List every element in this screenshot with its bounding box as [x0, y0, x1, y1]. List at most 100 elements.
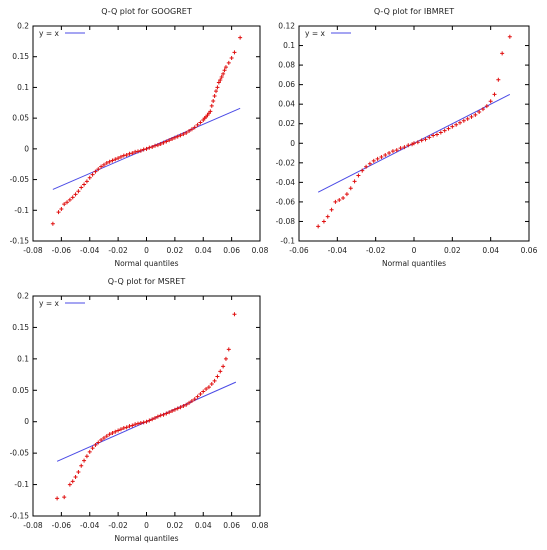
- qq-point: [394, 148, 399, 153]
- y-tick-label: 0.08: [278, 61, 295, 70]
- qq-point: [232, 312, 237, 317]
- qq-point: [352, 179, 357, 184]
- qq-point: [458, 120, 462, 125]
- qq-point: [55, 496, 60, 501]
- qq-point: [133, 149, 138, 154]
- qq-point: [412, 141, 416, 146]
- legend-label: y = x: [305, 29, 325, 38]
- qq-point: [446, 126, 451, 131]
- qq-point: [214, 89, 219, 94]
- qq-point: [215, 85, 220, 90]
- qq-point: [82, 458, 87, 463]
- qq-point: [110, 158, 115, 163]
- qq-points: [316, 34, 512, 229]
- x-tick-label: -0.04: [80, 521, 100, 530]
- qq-point: [67, 482, 72, 487]
- qq-point: [158, 141, 163, 146]
- qq-panel-1: Q-Q plot for IBMRET -0.06 -0.04 -0.02 0 0.02 0…: [276, 7, 538, 268]
- qq-point: [133, 422, 138, 427]
- qq-point: [192, 397, 197, 402]
- qq-point: [221, 364, 226, 369]
- x-tick-label: -0.06: [52, 246, 72, 255]
- qq-point: [170, 137, 175, 142]
- qq-point: [212, 378, 217, 383]
- qq-point: [488, 99, 493, 104]
- qq-point: [423, 137, 428, 142]
- qq-point: [181, 404, 186, 408]
- qq-point: [96, 167, 101, 172]
- qq-point: [209, 103, 214, 108]
- qq-point: [104, 160, 109, 165]
- y-tick-label: -0.1: [14, 480, 29, 489]
- x-tick-label: -0.06: [52, 521, 72, 530]
- qq-point: [118, 427, 123, 432]
- x-tick-label: 0.02: [167, 246, 184, 255]
- x-tick-label: -0.08: [23, 521, 43, 530]
- qq-point: [172, 407, 177, 412]
- qq-point: [435, 132, 439, 137]
- qq-point: [216, 80, 221, 85]
- qq-point: [155, 414, 160, 419]
- qq-point: [473, 112, 478, 117]
- qq-point: [226, 60, 231, 65]
- qq-point: [223, 65, 228, 70]
- qq-point: [316, 224, 321, 229]
- qq-point: [398, 146, 403, 151]
- qq-point: [158, 413, 163, 418]
- qq-point: [192, 125, 197, 130]
- y-tick-label: 0.04: [278, 100, 295, 109]
- y-tick-label: 0.15: [12, 52, 29, 61]
- qq-point: [390, 149, 395, 154]
- legend-label: y = x: [39, 29, 59, 38]
- y-tick-label: 0.1: [17, 354, 29, 363]
- qq-point: [337, 197, 342, 202]
- y-tick-label: -0.05: [10, 449, 30, 458]
- qq-point: [427, 135, 432, 140]
- qq-point: [465, 116, 470, 121]
- qq-points: [50, 35, 243, 226]
- qq-point: [198, 392, 203, 397]
- qq-point: [195, 122, 200, 127]
- qq-point: [484, 104, 489, 109]
- plot-frame: [298, 25, 530, 242]
- qq-point: [164, 139, 169, 144]
- qq-point: [70, 479, 75, 484]
- qq-point: [138, 148, 143, 153]
- qq-point: [153, 143, 158, 148]
- qq-point: [238, 35, 243, 40]
- qq-point: [144, 146, 149, 151]
- qq-point: [121, 153, 126, 158]
- qq-point: [178, 405, 183, 410]
- qq-point: [90, 446, 95, 451]
- qq-point: [167, 410, 172, 415]
- x-tick-label: 0.02: [444, 246, 461, 255]
- qq-point: [208, 109, 213, 114]
- qq-point: [201, 389, 206, 394]
- qq-point: [325, 214, 330, 219]
- y-tick-label: -0.1: [14, 206, 29, 215]
- qq-point: [198, 120, 203, 125]
- qq-point: [99, 164, 104, 169]
- x-axis-label: Normal quantiles: [114, 259, 178, 268]
- y-tick-label: -0.1: [280, 237, 295, 246]
- qq-point: [226, 347, 231, 352]
- qq-point: [321, 219, 326, 224]
- qq-point: [172, 135, 177, 140]
- qq-point: [141, 147, 146, 152]
- qq-point: [348, 186, 353, 191]
- y-tick-label: -0.08: [276, 217, 296, 226]
- qq-point: [187, 400, 192, 405]
- qq-point: [333, 199, 338, 204]
- y-tick-label: 0.1: [283, 41, 295, 50]
- x-tick-label: -0.08: [23, 246, 43, 255]
- qq-point: [184, 402, 189, 407]
- qq-point: [341, 196, 346, 200]
- qq-panel-2: Q-Q plot for MSRET -0.08 -0.06 -0.04 -0.02 0 0…: [10, 277, 269, 543]
- qq-point: [360, 168, 365, 173]
- qq-point: [219, 74, 224, 79]
- qq-point: [461, 118, 466, 123]
- qq-point: [175, 134, 180, 139]
- qq-point: [496, 77, 501, 82]
- qq-point: [87, 449, 92, 454]
- qq-point: [209, 382, 214, 386]
